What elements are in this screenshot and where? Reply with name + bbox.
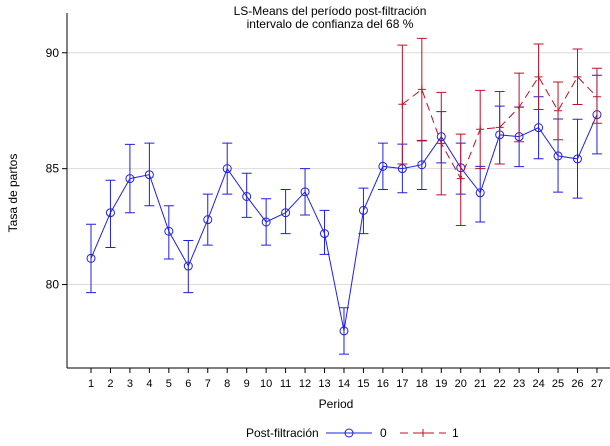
x-tick-label: 25 <box>552 378 564 390</box>
x-tick-label: 26 <box>571 378 583 390</box>
x-tick-label: 4 <box>146 378 152 390</box>
data-point <box>242 191 252 201</box>
x-tick-label: 14 <box>338 378 350 390</box>
data-point <box>515 103 524 112</box>
x-tick-label: 6 <box>185 378 191 390</box>
x-tick-label: 9 <box>244 378 250 390</box>
x-axis-label: Period <box>319 397 354 411</box>
error-bar <box>86 223 96 294</box>
data-point <box>144 170 154 180</box>
data-point <box>573 154 582 164</box>
data-point <box>125 174 135 184</box>
legend-label-1: 1 <box>452 426 459 440</box>
data-point <box>592 92 601 101</box>
data-point <box>573 72 582 81</box>
x-tick-label: 7 <box>205 378 211 390</box>
data-point <box>105 208 115 218</box>
data-point <box>320 229 330 239</box>
data-point <box>261 217 271 227</box>
data-point <box>397 164 407 174</box>
data-point <box>300 187 310 197</box>
data-point <box>398 100 407 109</box>
x-tick-label: 23 <box>513 378 525 390</box>
y-tick-label: 85 <box>46 162 60 176</box>
x-tick-label: 11 <box>280 378 291 390</box>
data-point <box>358 205 368 215</box>
y-axis-label: Tasa de partos <box>6 154 20 233</box>
error-bar <box>280 189 291 235</box>
data-point <box>378 161 388 171</box>
data-point <box>437 139 446 148</box>
x-tick-label: 17 <box>396 378 408 390</box>
x-tick-label: 3 <box>127 378 133 390</box>
series-0 <box>86 74 602 355</box>
data-point <box>553 151 563 161</box>
legend-marker-0 <box>344 428 354 438</box>
x-tick-label: 18 <box>416 378 428 390</box>
x-tick-label: 12 <box>299 378 311 390</box>
x-tick-label: 15 <box>357 378 369 390</box>
x-tick-label: 27 <box>591 378 603 390</box>
x-tick-label: 20 <box>455 378 467 390</box>
legend-label-0: 0 <box>380 426 387 440</box>
data-point <box>281 208 291 218</box>
data-point <box>554 106 563 115</box>
data-point <box>339 326 349 336</box>
data-point <box>475 188 485 198</box>
x-tick-label: 10 <box>260 378 272 390</box>
x-tick-label: 24 <box>532 378 544 390</box>
data-point <box>164 226 174 236</box>
x-tick-label: 8 <box>224 378 230 390</box>
data-point <box>86 253 96 263</box>
data-point <box>222 164 232 174</box>
y-tick-label: 80 <box>46 278 60 292</box>
data-point <box>476 125 485 134</box>
x-tick-label: 22 <box>494 378 506 390</box>
x-tick-label: 5 <box>166 378 172 390</box>
data-point <box>203 215 213 225</box>
data-point <box>417 85 426 94</box>
series-line <box>90 114 598 332</box>
x-tick-label: 1 <box>88 378 94 390</box>
chart-subtitle: intervalo de confianza del 68 % <box>247 17 414 31</box>
data-point <box>456 174 465 183</box>
series-1 <box>397 37 602 226</box>
x-tick-label: 19 <box>435 378 447 390</box>
x-tick-label: 13 <box>318 378 330 390</box>
legend: Post-filtración 0 1 <box>246 426 459 440</box>
data-point <box>417 160 427 170</box>
error-bar <box>241 172 252 218</box>
data-point <box>495 123 504 132</box>
chart-title: LS-Means del período post-filtración <box>234 4 427 18</box>
y-tick-label: 90 <box>46 46 60 60</box>
data-point <box>183 261 193 271</box>
data-point <box>534 72 543 81</box>
error-bar <box>163 205 174 260</box>
x-tick-label: 21 <box>474 378 486 390</box>
legend-marker-1 <box>419 429 427 437</box>
x-tick-label: 2 <box>107 378 113 390</box>
legend-title: Post-filtración <box>246 426 319 440</box>
x-tick-label: 16 <box>377 378 389 390</box>
data-point <box>534 123 544 133</box>
